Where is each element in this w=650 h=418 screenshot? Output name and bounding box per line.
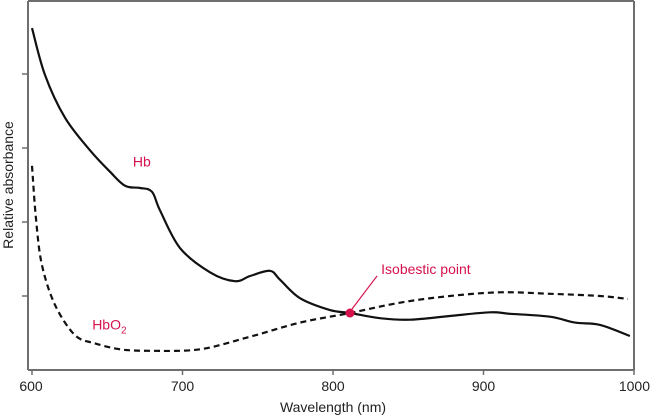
hbo2-label-subscript: 2: [121, 325, 127, 336]
x-tick-label: 1000: [619, 378, 650, 394]
y-ticks: [22, 73, 28, 297]
x-tick-label: 600: [19, 378, 43, 394]
x-tick-label: 800: [321, 378, 345, 394]
x-axis-label: Wavelength (nm): [280, 399, 386, 415]
hb-label: Hb: [133, 154, 151, 170]
isobestic-point-marker: [345, 308, 355, 318]
hbo2-label-main: HbO: [92, 316, 121, 332]
x-tick-label: 900: [472, 378, 496, 394]
plot-frame: [27, 0, 635, 371]
x-tick-label: 700: [171, 378, 195, 394]
isobestic-leader-line: [351, 275, 378, 310]
series-line-hb: [30, 27, 631, 338]
x-ticks: 600 700 800 900 1000: [19, 370, 650, 394]
annotations: Hb HbO2 Isobestic point: [92, 154, 471, 337]
hbo2-label: HbO2: [92, 316, 127, 336]
isobestic-point-label: Isobestic point: [381, 261, 471, 277]
series-line-hbo2: [30, 165, 629, 353]
y-axis-label: Relative absorbance: [0, 121, 16, 249]
series-lines: [30, 27, 631, 353]
